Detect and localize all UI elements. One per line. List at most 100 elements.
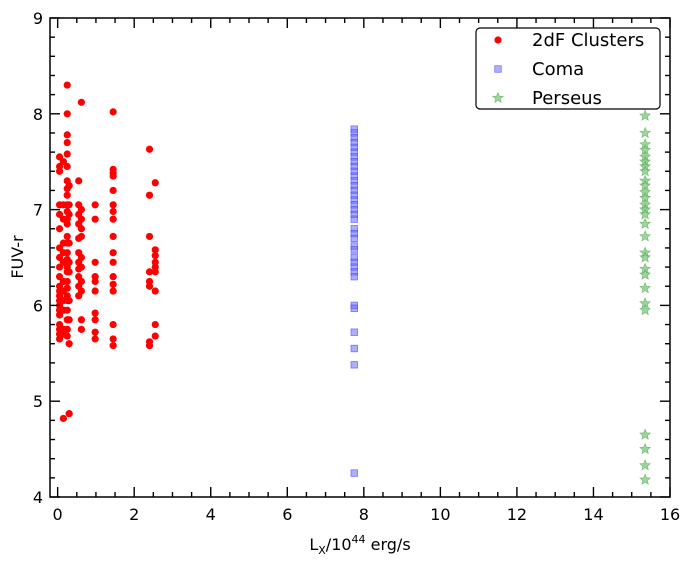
data-point: [63, 332, 71, 340]
data-point: [59, 414, 67, 423]
data-point: [55, 253, 64, 262]
y-tick-label: 6: [33, 296, 43, 315]
data-point: [55, 153, 64, 161]
data-point: [55, 167, 64, 175]
data-point: [63, 131, 71, 139]
data-point: [639, 109, 652, 121]
data-point: [55, 263, 64, 271]
data-point: [639, 251, 652, 263]
data-point: [77, 253, 85, 262]
data-point: [91, 287, 99, 295]
data-point: [109, 280, 117, 288]
legend-label: 2dF Clusters: [532, 30, 644, 51]
data-point: [55, 244, 64, 252]
data-point: [77, 225, 85, 233]
data-point: [91, 201, 99, 209]
legend-marker: [494, 36, 502, 44]
data-point: [151, 251, 159, 260]
data-point: [350, 328, 358, 336]
data-point: [63, 110, 71, 118]
data-point: [639, 164, 652, 177]
series-2-points: [639, 109, 652, 485]
data-point: [639, 442, 652, 455]
x-tick-label: 14: [583, 505, 603, 524]
data-point: [109, 207, 117, 216]
data-point: [77, 232, 85, 241]
data-point: [55, 273, 64, 281]
data-point: [109, 249, 117, 257]
legend-marker: [494, 65, 502, 73]
legend: 2dF Clusters Coma Perseus: [475, 27, 661, 110]
y-tick-label: 5: [33, 392, 43, 411]
data-point: [91, 328, 99, 336]
data-point: [91, 277, 99, 286]
data-point: [77, 263, 85, 271]
data-point: [63, 138, 71, 147]
legend-label: Coma: [532, 59, 584, 80]
legend-marker: [491, 91, 505, 104]
data-point: [63, 162, 71, 171]
axis-ticks: [50, 17, 671, 498]
data-point: [55, 225, 64, 233]
data-point: [151, 332, 159, 340]
data-point: [639, 126, 652, 139]
data-point: [639, 428, 652, 440]
data-point: [151, 320, 159, 329]
data-point: [77, 206, 85, 214]
data-point: [63, 284, 71, 292]
data-point: [65, 410, 73, 418]
data-point: [63, 81, 71, 89]
data-point: [109, 172, 117, 180]
data-point: [350, 272, 358, 281]
data-point: [109, 287, 117, 295]
data-point: [59, 158, 67, 166]
data-point: [151, 268, 159, 276]
data-point: [109, 108, 117, 116]
data-point: [145, 282, 154, 290]
data-point: [109, 232, 117, 241]
y-tick-label: 9: [33, 9, 43, 28]
data-point: [91, 258, 99, 266]
data-point: [350, 215, 358, 223]
data-point: [77, 316, 85, 324]
data-point: [145, 232, 154, 241]
tick-labels: 0 2 4 6 8 10 12 14 16 4 5 6 7 8 9: [33, 9, 680, 524]
data-point: [109, 215, 117, 223]
data-point: [350, 469, 358, 477]
y-tick-label: 8: [33, 105, 43, 124]
data-point: [109, 186, 117, 195]
data-point: [77, 277, 85, 286]
data-point: [65, 239, 73, 247]
x-tick-label: 6: [282, 505, 292, 524]
data-point: [350, 344, 358, 353]
data-point: [350, 361, 358, 369]
data-point: [639, 208, 652, 220]
x-tick-label: 12: [507, 505, 527, 524]
data-point: [109, 335, 117, 343]
data-point: [55, 311, 64, 319]
data-point: [65, 340, 73, 348]
data-point: [639, 268, 652, 280]
data-point: [63, 191, 71, 199]
data-point: [77, 325, 85, 333]
data-point: [639, 303, 652, 316]
data-point: [145, 191, 154, 199]
data-point: [75, 177, 83, 185]
data-point: [91, 215, 99, 223]
data-point: [639, 459, 652, 471]
data-point: [63, 325, 71, 333]
x-tick-label: 0: [53, 505, 63, 524]
data-point: [639, 281, 652, 294]
data-point: [65, 297, 73, 305]
data-point: [639, 473, 652, 485]
data-point: [109, 201, 117, 209]
data-point: [109, 342, 117, 350]
data-point: [109, 258, 117, 266]
x-tick-label: 10: [430, 505, 450, 524]
x-tick-label: 16: [660, 505, 680, 524]
data-point: [63, 220, 71, 228]
data-point: [55, 210, 64, 218]
x-tick-label: 2: [129, 505, 139, 524]
data-point: [350, 304, 358, 312]
